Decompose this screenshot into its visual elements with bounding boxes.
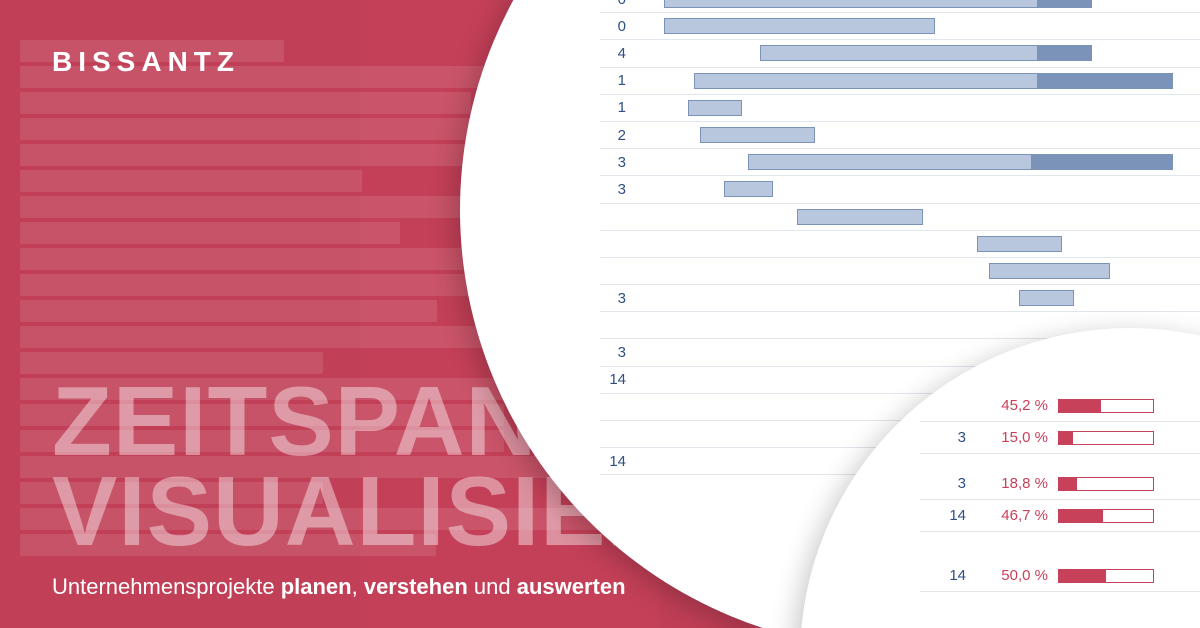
gantt-track: [634, 154, 1176, 170]
gantt-track: [634, 236, 1176, 252]
gantt-start-label: 2: [600, 127, 634, 144]
subline: Unternehmensprojekte planen, verstehen u…: [52, 574, 626, 600]
percent-row: 3 18,8 %: [920, 468, 1200, 500]
gantt-bar: [664, 18, 935, 34]
gantt-bar: [797, 209, 923, 225]
gantt-row: 3 17: [600, 149, 1200, 176]
gantt-track: [634, 127, 1176, 143]
gantt-bar-done-segment: [1037, 46, 1091, 60]
subline-pre: Unternehmensprojekte: [52, 574, 281, 599]
gantt-row: 0 14: [600, 13, 1200, 40]
gantt-start-label: 0: [600, 0, 634, 8]
percent-row-gap: [920, 454, 1200, 468]
brand-wordmark: BISSANTZ: [52, 46, 240, 78]
percent-row-label: 45,2 %: [976, 397, 1048, 414]
gantt-track: [634, 181, 1176, 197]
gantt-bar: [977, 236, 1061, 252]
gantt-start-label: 1: [600, 99, 634, 116]
percent-bar: [1058, 509, 1154, 523]
gantt-bar: [664, 0, 1092, 8]
gantt-bar-done-segment: [1037, 0, 1091, 7]
percent-row: 45,2 %: [920, 390, 1200, 422]
percent-row: 14 50,0 %: [920, 560, 1200, 592]
gantt-bar: [688, 100, 742, 116]
percent-row-label: 46,7 %: [976, 507, 1048, 524]
gantt-track: [634, 0, 1176, 8]
percent-table: 45,2 % 3 15,0 % 3 18,8 % 14 46,7 % 14 50,0 %: [920, 390, 1200, 592]
gantt-row: 3: [600, 285, 1200, 312]
subline-word-2: verstehen: [364, 574, 468, 599]
percent-bar: [1058, 431, 1154, 445]
percent-row-label: 15,0 %: [976, 429, 1048, 446]
percent-bar-fill: [1059, 510, 1103, 522]
gantt-bar: [989, 263, 1109, 279]
subline-word-3: auswerten: [517, 574, 626, 599]
percent-row-label: 18,8 %: [976, 475, 1048, 492]
percent-bar-fill: [1059, 570, 1106, 582]
gantt-track: [634, 209, 1176, 225]
gantt-bar: [1019, 290, 1073, 306]
percent-bar: [1058, 569, 1154, 583]
gantt-start-label: 14: [600, 453, 634, 470]
gantt-row: 4 17: [600, 40, 1200, 67]
percent-row-number: 14: [920, 507, 966, 524]
gantt-row: 35: [600, 176, 1200, 203]
percent-row-number: 14: [920, 567, 966, 584]
gantt-start-label: 14: [600, 371, 634, 388]
gantt-track: [634, 263, 1176, 279]
percent-row-gap: [920, 546, 1200, 560]
percent-row-number: 3: [920, 475, 966, 492]
gantt-end-label: 17: [1176, 154, 1200, 171]
percent-row-number: 3: [920, 429, 966, 446]
gantt-start-label: 4: [600, 45, 634, 62]
gantt-track: [634, 100, 1176, 116]
gantt-start-label: 3: [600, 181, 634, 198]
gantt-start-label: 3: [600, 344, 634, 361]
subline-sep-1: ,: [352, 574, 364, 599]
gantt-end-label: 17: [1176, 72, 1200, 89]
gantt-bar: [694, 73, 1173, 89]
gantt-start-label: 0: [600, 18, 634, 35]
percent-bar-fill: [1059, 432, 1073, 444]
gantt-row: [600, 231, 1200, 258]
gantt-bar: [700, 127, 814, 143]
gantt-row: 27: [600, 122, 1200, 149]
promo-canvas: BISSANTZ ZEITSPANNEN VISUALISIEREN Unter…: [0, 0, 1200, 628]
gantt-bar: [748, 154, 1173, 170]
percent-bar-fill: [1059, 400, 1101, 412]
gantt-track: [634, 45, 1176, 61]
gantt-row: 1 17: [600, 68, 1200, 95]
percent-row-label: 50,0 %: [976, 567, 1048, 584]
gantt-track: [634, 18, 1176, 34]
gantt-track: [634, 290, 1176, 306]
gantt-end-label: 14: [1176, 18, 1200, 35]
gantt-end-label: 17: [1176, 45, 1200, 62]
gantt-track: [634, 73, 1176, 89]
subline-sep-2: und: [468, 574, 517, 599]
gantt-bar: [724, 181, 772, 197]
gantt-start-label: 1: [600, 72, 634, 89]
gantt-bar: [760, 45, 1091, 61]
gantt-end-label: 5: [1176, 181, 1200, 198]
gantt-end-label: 13: [1176, 208, 1200, 225]
gantt-end-label: 17: [1176, 0, 1200, 8]
gantt-start-label: 3: [600, 154, 634, 171]
percent-bar-fill: [1059, 478, 1077, 490]
gantt-end-label: 5: [1176, 99, 1200, 116]
percent-row: 3 15,0 %: [920, 422, 1200, 454]
gantt-row: 0 17: [600, 0, 1200, 13]
gantt-end-label: 7: [1176, 127, 1200, 144]
gantt-row: 13: [600, 204, 1200, 231]
gantt-start-label: 3: [600, 290, 634, 307]
percent-row-gap: [920, 532, 1200, 546]
percent-row: 14 46,7 %: [920, 500, 1200, 532]
gantt-bar-done-segment: [1031, 155, 1172, 169]
percent-bar: [1058, 399, 1154, 413]
gantt-row: 15: [600, 95, 1200, 122]
gantt-bar-done-segment: [1037, 74, 1172, 88]
subline-word-1: planen: [281, 574, 352, 599]
gantt-row: [600, 258, 1200, 285]
percent-bar: [1058, 477, 1154, 491]
